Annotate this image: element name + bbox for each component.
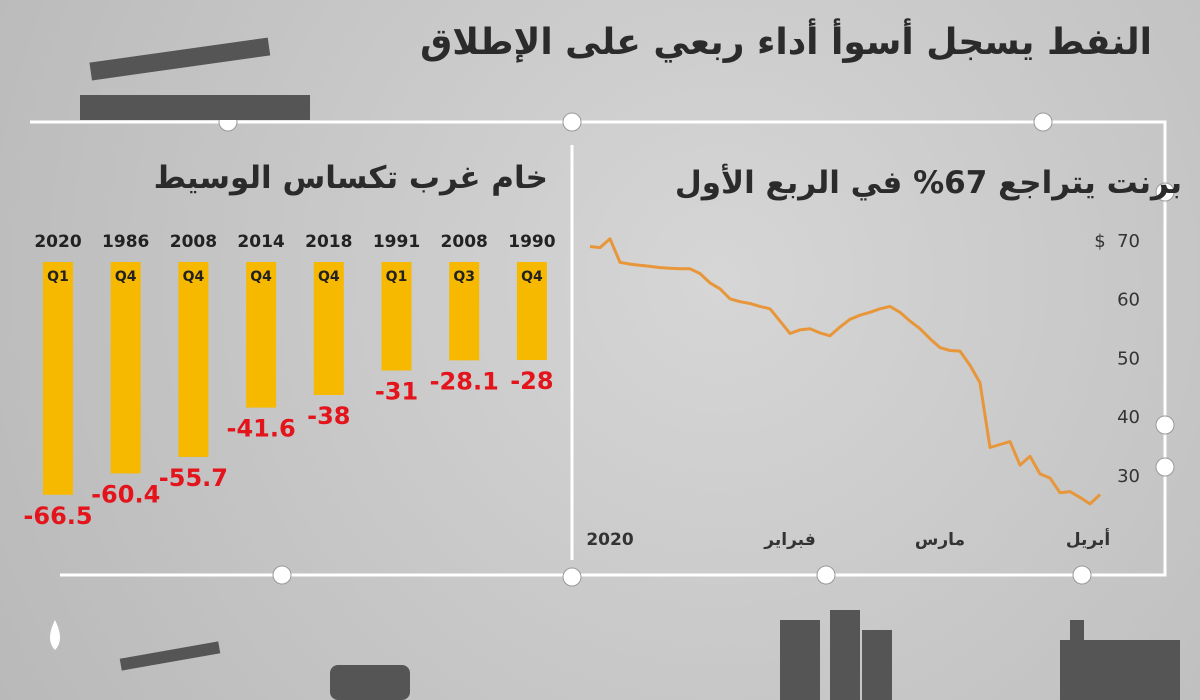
value-label: -38	[307, 402, 350, 430]
bar	[381, 262, 412, 371]
x-tick-label: فبراير	[763, 530, 815, 550]
year-label: 2020	[34, 232, 81, 252]
x-tick-label: أبريل	[1066, 528, 1110, 550]
year-label: 1990	[508, 232, 555, 252]
price-line	[589, 237, 1102, 506]
year-label: 1986	[102, 232, 149, 252]
decor-icons	[50, 37, 1180, 700]
frame-line	[30, 120, 1167, 577]
value-label: -60.4	[91, 480, 160, 508]
y-tick-label: 30	[1117, 466, 1140, 487]
bar	[516, 262, 547, 360]
value-label: -55.7	[159, 464, 228, 492]
quarter-label: Q1	[386, 269, 408, 285]
main-title: النفط يسجل أسوأ أداء ربعي على الإطلاق	[420, 22, 1152, 63]
bar	[246, 262, 277, 408]
y-tick-label: 60	[1117, 290, 1140, 311]
quarter-label: Q4	[183, 269, 205, 285]
chart-title: خام غرب تكساس الوسيط	[153, 160, 548, 196]
quarter-label: Q4	[521, 269, 543, 285]
value-label: -28	[510, 367, 553, 395]
year-label: 1991	[373, 232, 420, 252]
quarter-label: Q4	[115, 269, 137, 285]
y-tick-label: 40	[1117, 407, 1140, 428]
quarter-label: Q4	[318, 269, 340, 285]
bar	[313, 262, 344, 395]
value-label: -41.6	[227, 415, 296, 443]
value-label: -31	[375, 378, 418, 406]
bar	[449, 262, 480, 361]
bar	[43, 262, 73, 495]
quarter-label: Q4	[250, 269, 272, 285]
year-label: 2008	[441, 232, 488, 252]
x-tick-label: 2020	[586, 530, 633, 550]
quarter-label: Q1	[47, 269, 69, 285]
quarter-label: Q3	[453, 269, 475, 285]
value-label: -28.1	[430, 367, 499, 395]
bar	[178, 262, 209, 457]
value-label: -66.5	[23, 502, 92, 530]
y-tick-label: 50	[1117, 348, 1140, 369]
y-tick-label: 70	[1117, 231, 1140, 252]
x-tick-label: مارس	[915, 530, 965, 550]
year-label: 2008	[170, 232, 217, 252]
year-label: 2014	[237, 232, 284, 252]
frame-dots	[218, 112, 1175, 587]
frame	[30, 120, 1167, 577]
chart-title: برنت يتراجع 67% في الربع الأول	[674, 165, 1182, 201]
y-axis-label: $	[1094, 231, 1105, 252]
bar	[110, 262, 141, 474]
year-label: 2018	[305, 232, 352, 252]
